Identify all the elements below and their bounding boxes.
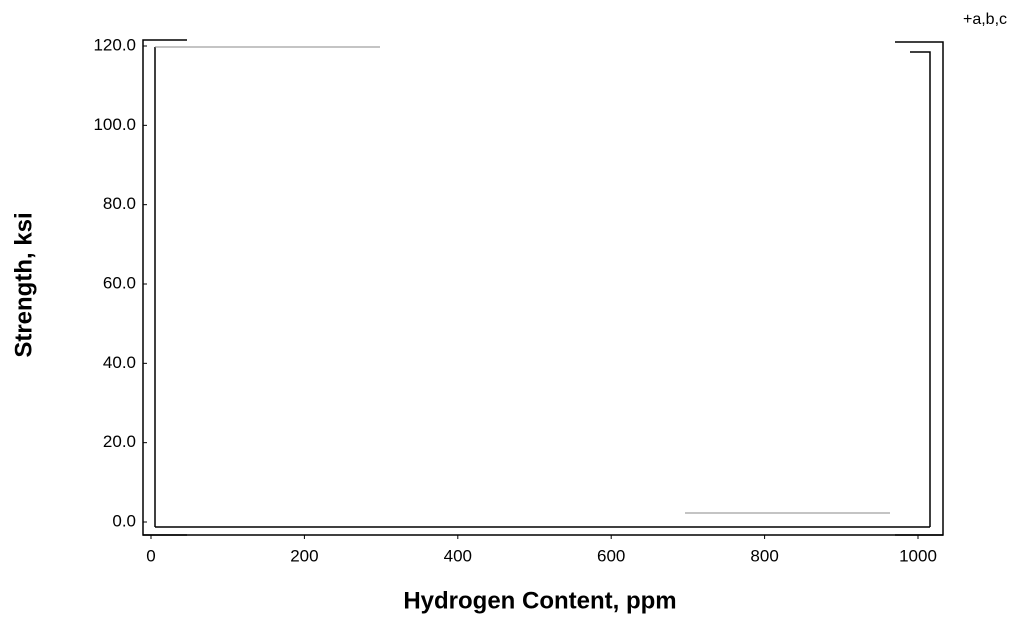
- y-tick-label: 20.0: [103, 432, 136, 451]
- y-axis-label: Strength, ksi: [10, 212, 37, 357]
- x-tick-label: 400: [444, 546, 472, 565]
- right-inner: [910, 51, 931, 527]
- x-tick-label: 200: [290, 546, 318, 565]
- y-tick-label: 0.0: [112, 511, 136, 530]
- y-tick-label: 60.0: [103, 273, 136, 292]
- x-axis-label: Hydrogen Content, ppm: [403, 587, 676, 614]
- annotation: +a,b,c: [963, 11, 1007, 28]
- x-tick-label: 600: [597, 546, 625, 565]
- y-tick-label: 120.0: [93, 35, 136, 54]
- y-tick-label: 80.0: [103, 194, 136, 213]
- right-bracket: [895, 41, 944, 536]
- x-tick-label: 800: [750, 546, 778, 565]
- left-bracket: [142, 39, 187, 536]
- y-tick-label: 100.0: [93, 115, 136, 134]
- x-tick-label: 0: [146, 546, 155, 565]
- frame: [142, 39, 944, 536]
- x-tick-label: 1000: [899, 546, 937, 565]
- y-tick-label: 40.0: [103, 353, 136, 372]
